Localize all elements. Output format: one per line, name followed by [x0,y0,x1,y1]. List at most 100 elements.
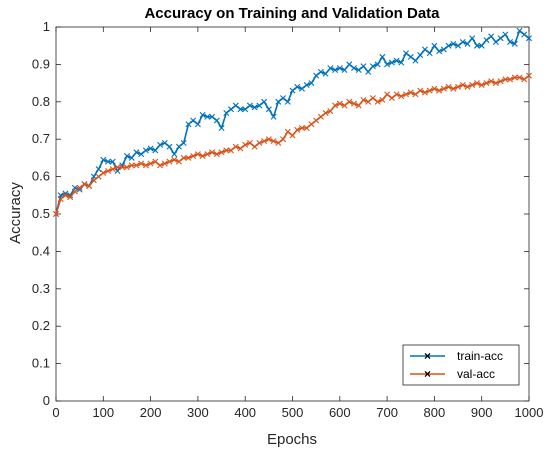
data-point-val-acc [407,89,414,96]
data-point-train-acc [365,68,372,75]
data-point-val-acc [133,162,140,169]
data-point-train-acc [228,106,234,113]
data-point-val-acc [105,168,112,174]
data-point-train-acc [341,67,348,73]
y-tick-label: 0.3 [32,281,50,296]
legend-box [402,344,520,386]
data-point-val-acc [152,158,159,165]
data-point-val-acc [393,91,400,98]
y-tick-label: 0 [43,393,50,408]
data-point-val-acc [223,147,230,154]
data-point-val-acc [175,158,182,165]
data-point-val-acc [303,124,310,131]
data-point-val-acc [232,143,239,150]
data-point-train-acc [76,186,83,193]
data-point-val-acc [421,89,428,96]
data-point-val-acc [199,153,206,160]
x-tick-label: 800 [424,405,446,420]
data-point-train-acc [180,139,187,146]
data-point-val-acc [213,151,220,158]
data-point-val-acc [351,100,357,107]
data-point-val-acc [142,162,149,169]
data-point-train-acc [526,35,532,42]
data-point-train-acc [161,139,168,146]
legend: × train-acc × val-acc [402,344,520,386]
data-point-val-acc [218,149,225,156]
data-point-train-acc [209,113,216,120]
data-point-train-acc [346,61,353,68]
data-point-train-acc [488,33,495,40]
data-point-train-acc [256,102,263,109]
data-point-val-acc [317,113,324,120]
data-point-train-acc [105,158,112,165]
x-tick-label: 100 [92,405,114,420]
data-point-val-acc [488,78,495,85]
data-point-val-acc [100,169,107,176]
data-point-val-acc [138,160,145,167]
data-point-val-acc [76,184,83,191]
x-tick-label: 600 [329,405,351,420]
data-point-train-acc [213,117,220,124]
data-point-val-acc [365,98,372,105]
data-point-val-acc [275,139,282,146]
data-point-train-acc [431,42,438,49]
data-point-train-acc [275,98,282,105]
data-point-train-acc [251,104,258,111]
data-point-train-acc [317,68,324,75]
data-point-train-acc [483,37,490,44]
data-point-val-acc [469,81,476,88]
data-point-val-acc [194,151,201,158]
data-point-train-acc [280,95,287,102]
data-point-val-acc [161,160,168,167]
data-point-train-acc [171,151,178,158]
legend-marker-val-acc: × [424,367,431,381]
data-point-train-acc [298,85,305,92]
data-point-val-acc [57,196,64,203]
data-point-train-acc [175,143,182,150]
data-point-val-acc [403,91,410,98]
data-point-train-acc [190,117,197,124]
data-point-val-acc [114,164,121,171]
data-point-train-acc [100,156,107,163]
data-point-val-acc [166,158,173,165]
data-point-train-acc [204,113,211,120]
data-point-val-acc [360,96,367,103]
data-point-train-acc [123,153,130,160]
data-point-train-acc [336,65,343,72]
data-point-val-acc [147,160,154,167]
data-point-train-acc [351,65,357,72]
data-point-val-acc [417,87,424,94]
data-point-val-acc [308,121,315,128]
data-point-train-acc [492,38,499,45]
legend-marker-train-acc: × [424,349,431,363]
y-tick-label: 0.6 [32,169,50,184]
data-point-val-acc [346,98,353,105]
data-point-val-acc [459,81,466,88]
data-point-train-acc [133,149,140,156]
data-point-train-acc [360,63,367,70]
data-point-train-acc [270,113,277,120]
data-point-val-acc [180,154,187,161]
chart-title: Accuracy on Training and Validation Data [144,5,440,22]
data-point-train-acc [147,145,154,152]
data-point-val-acc [119,164,126,171]
data-point-train-acc [109,158,116,165]
data-point-train-acc [455,42,462,49]
data-point-train-acc [521,31,528,38]
data-point-train-acc [384,61,391,68]
y-tick-label: 0.7 [32,131,50,146]
data-point-val-acc [71,188,78,195]
data-point-val-acc [398,93,405,100]
data-point-train-acc [407,53,414,60]
data-point-val-acc [450,85,457,92]
data-point-train-acc [218,124,225,131]
data-point-train-acc [379,53,386,60]
data-point-train-acc [327,65,334,72]
x-tick-label: 300 [187,405,209,420]
data-point-train-acc [185,121,192,128]
data-point-train-acc [398,59,405,66]
data-point-val-acc [426,87,433,94]
data-point-train-acc [374,61,381,68]
data-point-train-acc [459,38,466,45]
